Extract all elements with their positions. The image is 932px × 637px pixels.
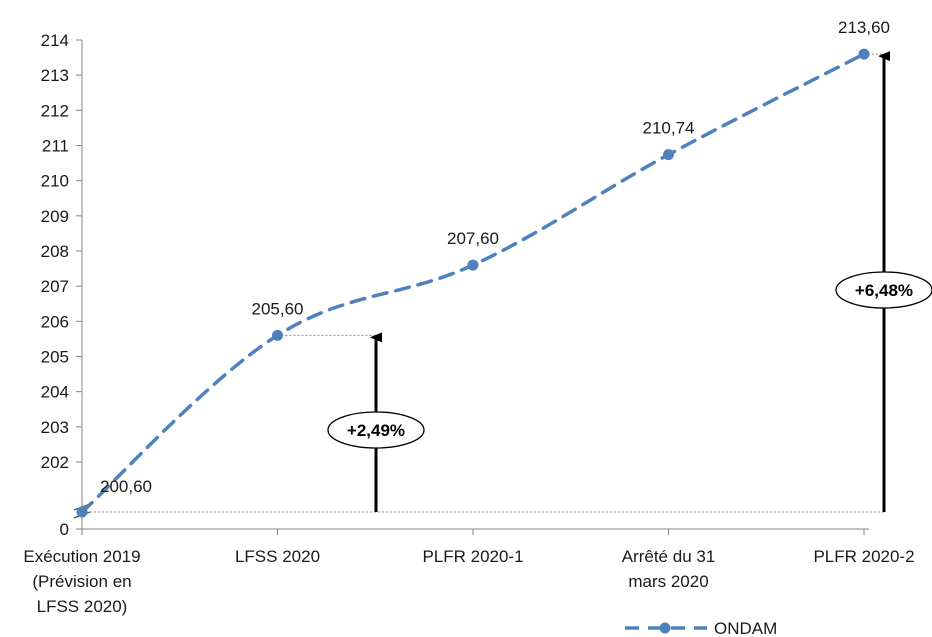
y-tick-label: 203 bbox=[41, 418, 69, 437]
y-tick-label: 210 bbox=[41, 172, 69, 191]
data-labels: 200,60 205,60 207,60 210,74 213,60 bbox=[100, 18, 890, 496]
data-label: 205,60 bbox=[252, 299, 304, 318]
growth-badge bbox=[835, 271, 932, 309]
y-tick-label-zero: 0 bbox=[60, 520, 69, 539]
series-line-ondam bbox=[80, 52, 866, 514]
y-tick-label: 214 bbox=[41, 31, 69, 50]
y-tick-label: 206 bbox=[41, 312, 69, 331]
data-label: 207,60 bbox=[447, 229, 499, 248]
data-label: 213,60 bbox=[838, 18, 890, 37]
data-point bbox=[272, 329, 283, 341]
y-tick-label: 202 bbox=[41, 453, 69, 472]
y-tick-label: 208 bbox=[41, 242, 69, 261]
x-category-label: Exécution 2019 (Prévision en LFSS 2020) bbox=[23, 547, 140, 616]
legend-label: ONDAM bbox=[714, 619, 777, 637]
y-tick-label: 204 bbox=[41, 383, 69, 402]
data-label: 210,74 bbox=[643, 119, 695, 138]
legend: ONDAM bbox=[625, 619, 777, 637]
data-point bbox=[663, 149, 674, 161]
data-point bbox=[76, 506, 88, 518]
y-tick-label: 209 bbox=[41, 207, 69, 226]
data-label: 200,60 bbox=[100, 477, 152, 496]
series-ondam bbox=[76, 48, 870, 518]
data-point bbox=[467, 259, 479, 271]
legend-marker bbox=[659, 622, 671, 634]
growth-arrows: +2,49% +6,48% bbox=[327, 51, 932, 512]
y-tick-label: 205 bbox=[41, 348, 69, 367]
growth-badge bbox=[327, 411, 425, 449]
y-tick-label: 207 bbox=[41, 277, 69, 296]
x-category-label: LFSS 2020 bbox=[235, 547, 320, 566]
growth-badge-label: +6,48% bbox=[855, 281, 913, 300]
data-point bbox=[858, 48, 870, 60]
growth-badge-label: +2,49% bbox=[347, 421, 405, 440]
x-category-label: Arrêté du 31 mars 2020 bbox=[622, 547, 716, 591]
x-category-label: PLFR 2020-2 bbox=[813, 547, 914, 566]
y-tick-label: 213 bbox=[41, 66, 69, 85]
axes: 214 213 212 211 210 209 208 207 206 205 204 203 202 0… bbox=[23, 31, 914, 616]
y-tick-label: 211 bbox=[42, 137, 69, 156]
x-category-label: PLFR 2020-1 bbox=[422, 547, 523, 566]
reference-lines bbox=[82, 53, 884, 513]
y-tick-label: 212 bbox=[41, 101, 69, 120]
